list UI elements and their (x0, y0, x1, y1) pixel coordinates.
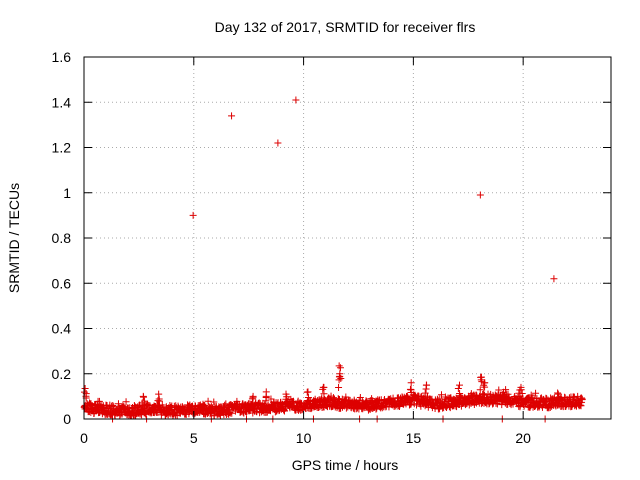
x-tick-label: 20 (515, 430, 531, 446)
data-point (155, 397, 163, 405)
data-point (336, 364, 344, 372)
data-point (424, 392, 432, 400)
data-point (228, 409, 236, 417)
outlier-point (189, 211, 197, 219)
y-tick-label: 0.6 (52, 275, 72, 291)
data-point (532, 389, 540, 397)
y-tick-label: 0 (63, 411, 71, 427)
x-tick-label: 0 (80, 430, 88, 446)
y-tick-label: 0.2 (52, 366, 72, 382)
data-point (492, 399, 500, 407)
ticks-layer (83, 56, 611, 420)
data-point (476, 386, 484, 394)
peak-point (155, 390, 163, 398)
data-point (122, 398, 130, 406)
data-point (335, 384, 343, 392)
plot-frame (83, 56, 612, 420)
data-point (342, 393, 350, 401)
x-tick-label: 5 (190, 430, 198, 446)
data-point (407, 386, 415, 394)
data-point (516, 393, 524, 401)
data-point (437, 391, 445, 399)
data-point (570, 393, 578, 401)
data-point (141, 397, 149, 405)
x-axis-label: GPS time / hours (292, 457, 399, 473)
data-point (303, 388, 311, 396)
peak-point (502, 386, 510, 394)
data-point (255, 399, 263, 407)
grid-layer (84, 57, 611, 419)
peak-point (407, 379, 415, 387)
data-point (114, 400, 122, 408)
data-point (282, 398, 290, 406)
y-tick-label: 0.8 (52, 230, 72, 246)
data-point (216, 411, 224, 419)
chart-title: Day 132 of 2017, SRMTID for receiver flr… (215, 19, 476, 35)
data-point (140, 393, 148, 401)
y-tick-label: 1.4 (52, 94, 72, 110)
labels-layer: 0 0.2 0.4 0.6 0.8 1 1.2 1.4 1.6 0 5 10 15 20 (52, 49, 532, 446)
data-point (335, 376, 343, 384)
data-point (319, 385, 327, 393)
data-point (249, 394, 257, 402)
data-point (500, 392, 508, 400)
data-point (249, 400, 257, 408)
outlier-point (550, 275, 558, 283)
data-point (262, 394, 270, 402)
peak-point (455, 381, 463, 389)
data-point (502, 390, 510, 398)
y-tick-label: 0.4 (52, 321, 72, 337)
x-tick-label: 10 (296, 430, 312, 446)
data-point (95, 397, 103, 405)
x-tick-label: 15 (406, 430, 422, 446)
data-point (204, 397, 212, 405)
y-tick-label: 1 (63, 185, 71, 201)
data-point (578, 395, 586, 403)
data-point (356, 394, 364, 402)
data-point (514, 396, 522, 404)
data-point (337, 375, 345, 383)
y-tick-label: 1.6 (52, 49, 72, 65)
y-axis-label: SRMTID / TECUs (6, 183, 22, 293)
data-point (267, 395, 275, 403)
data-point (210, 398, 218, 406)
data-point (480, 381, 488, 389)
data-point (495, 386, 503, 394)
data-point (517, 386, 525, 394)
data-point (456, 392, 464, 400)
data-point (454, 385, 462, 393)
peak-point (554, 390, 562, 398)
data-point (577, 402, 585, 410)
outlier-point (476, 191, 484, 199)
data-point (477, 376, 485, 384)
data-point (554, 394, 562, 402)
outlier-point (274, 139, 282, 147)
data-point (304, 394, 312, 402)
outlier-point (292, 96, 300, 104)
data-point (225, 410, 233, 418)
data-point (320, 390, 328, 398)
peak-point (336, 370, 344, 378)
data-point (261, 400, 269, 408)
y-tick-label: 1.2 (52, 140, 72, 156)
data-point (109, 402, 117, 410)
data-point (422, 385, 430, 393)
peak-point (81, 384, 89, 392)
data-point (329, 394, 337, 402)
data-point (199, 400, 207, 408)
data-point (455, 397, 463, 405)
data-point (304, 396, 312, 404)
outlier-point (228, 112, 236, 120)
points-layer (80, 96, 586, 423)
data-point (406, 385, 414, 393)
